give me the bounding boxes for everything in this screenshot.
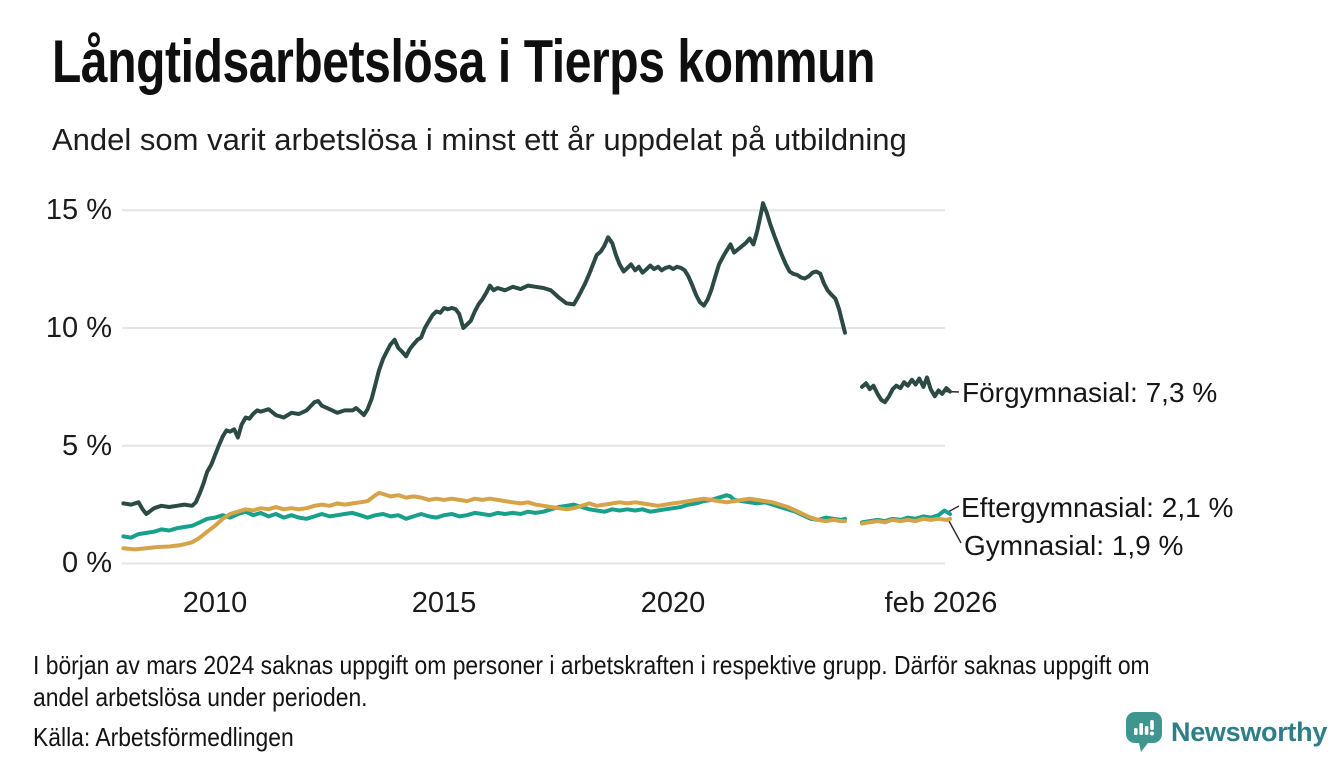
chart-subtitle: Andel som varit arbetslösa i minst ett å… (52, 122, 907, 157)
series-line-eftergymnasial (121, 493, 847, 540)
newsworthy-logo: Newsworthy (1126, 712, 1327, 752)
x-tick-2020: 2020 (640, 587, 706, 619)
gridlines (122, 209, 945, 565)
source-credit: Källa: Arbetsförmedlingen (33, 721, 329, 753)
series-line-förgymnasial (121, 201, 847, 516)
series-line-förgymnasial (860, 375, 952, 405)
source-credit-text: Källa: Arbetsförmedlingen (33, 722, 294, 752)
series-label-forgymnasial: Förgymnasial: 7,3 % (962, 377, 1218, 408)
y-tick-15: 15 % (45, 194, 112, 226)
connector-gymnasial (948, 520, 962, 544)
y-tick-0: 0 % (62, 547, 112, 579)
y-tick-10: 10 % (45, 312, 112, 344)
footnote-line-2: andel arbetslösa under perioden. (33, 682, 368, 712)
series-label-eftergymnasial: Eftergymnasial: 2,1 % (961, 492, 1234, 523)
x-tick-feb-2026: feb 2026 (884, 587, 998, 619)
series-line-gymnasial (121, 490, 847, 552)
y-tick-5: 5 % (62, 430, 112, 462)
x-tick-2010: 2010 (182, 587, 248, 619)
series-label-gymnasial: Gymnasial: 1,9 % (964, 530, 1184, 561)
connector-eftergymnasial (947, 505, 960, 513)
footnote: I början av mars 2024 saknas uppgift om … (33, 649, 1302, 713)
page-title: Långtidsarbetslösa i Tierps kommun (52, 30, 1081, 94)
series-lines (121, 201, 952, 552)
series-line-gymnasial (860, 516, 952, 526)
newsworthy-pin-icon (1126, 712, 1162, 752)
newsworthy-logo-text: Newsworthy (1171, 716, 1328, 747)
x-tick-2015: 2015 (411, 587, 477, 619)
footnote-line-1: I början av mars 2024 saknas uppgift om … (33, 650, 1150, 680)
page-title-text: Långtidsarbetslösa i Tierps kommun (52, 28, 876, 95)
